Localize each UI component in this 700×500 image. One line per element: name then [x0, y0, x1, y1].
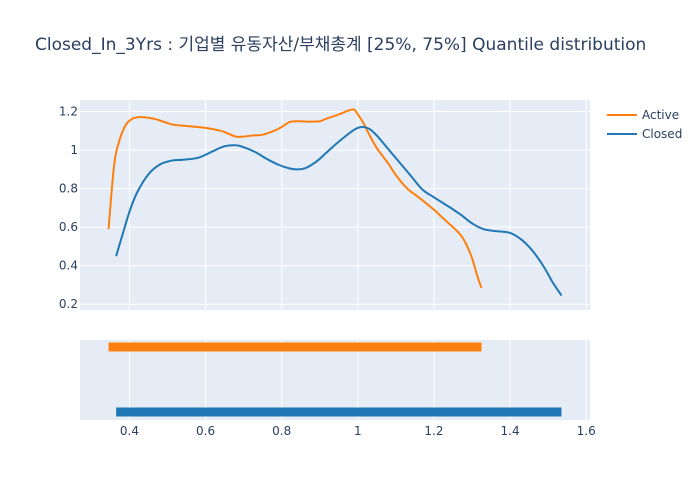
- main-plot-area: [80, 100, 590, 310]
- x-tick-label: 1.6: [577, 424, 596, 438]
- legend-label: Active: [642, 108, 679, 122]
- chart-title: Closed_In_3Yrs : 기업별 유동자산/부채총계 [25%, 75%…: [35, 35, 646, 55]
- y-tick-label: 0.6: [59, 220, 78, 234]
- x-tick-label: 0.6: [196, 424, 215, 438]
- x-tick-label: 1: [354, 424, 362, 438]
- range-bar-active[interactable]: [109, 343, 482, 352]
- x-tick-label: 0.8: [272, 424, 291, 438]
- y-tick-label: 1: [70, 143, 78, 157]
- y-tick-label: 1.2: [59, 105, 78, 119]
- range-bar-closed[interactable]: [116, 408, 561, 417]
- x-tick-label: 1.2: [424, 424, 443, 438]
- y-tick-label: 0.8: [59, 182, 78, 196]
- x-tick-label: 1.4: [501, 424, 520, 438]
- y-tick-label: 0.2: [59, 297, 78, 311]
- legend-label: Closed: [642, 127, 682, 141]
- y-tick-label: 0.4: [59, 259, 78, 273]
- x-tick-label: 0.4: [120, 424, 139, 438]
